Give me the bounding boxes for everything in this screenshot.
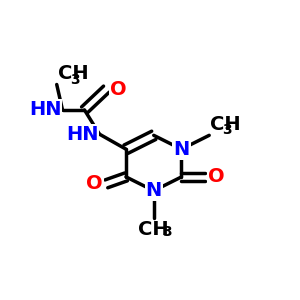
Text: O: O <box>110 80 127 99</box>
Text: 3: 3 <box>70 73 80 87</box>
Text: HN: HN <box>66 125 98 144</box>
Text: 3: 3 <box>222 123 232 137</box>
Text: 3: 3 <box>163 225 172 239</box>
Text: N: N <box>173 140 190 159</box>
Text: CH: CH <box>58 64 88 83</box>
Text: CH: CH <box>138 220 169 238</box>
Text: O: O <box>86 174 103 193</box>
Text: CH: CH <box>210 115 241 134</box>
Text: HN: HN <box>29 100 61 119</box>
Text: N: N <box>146 181 162 200</box>
Text: O: O <box>208 167 225 186</box>
